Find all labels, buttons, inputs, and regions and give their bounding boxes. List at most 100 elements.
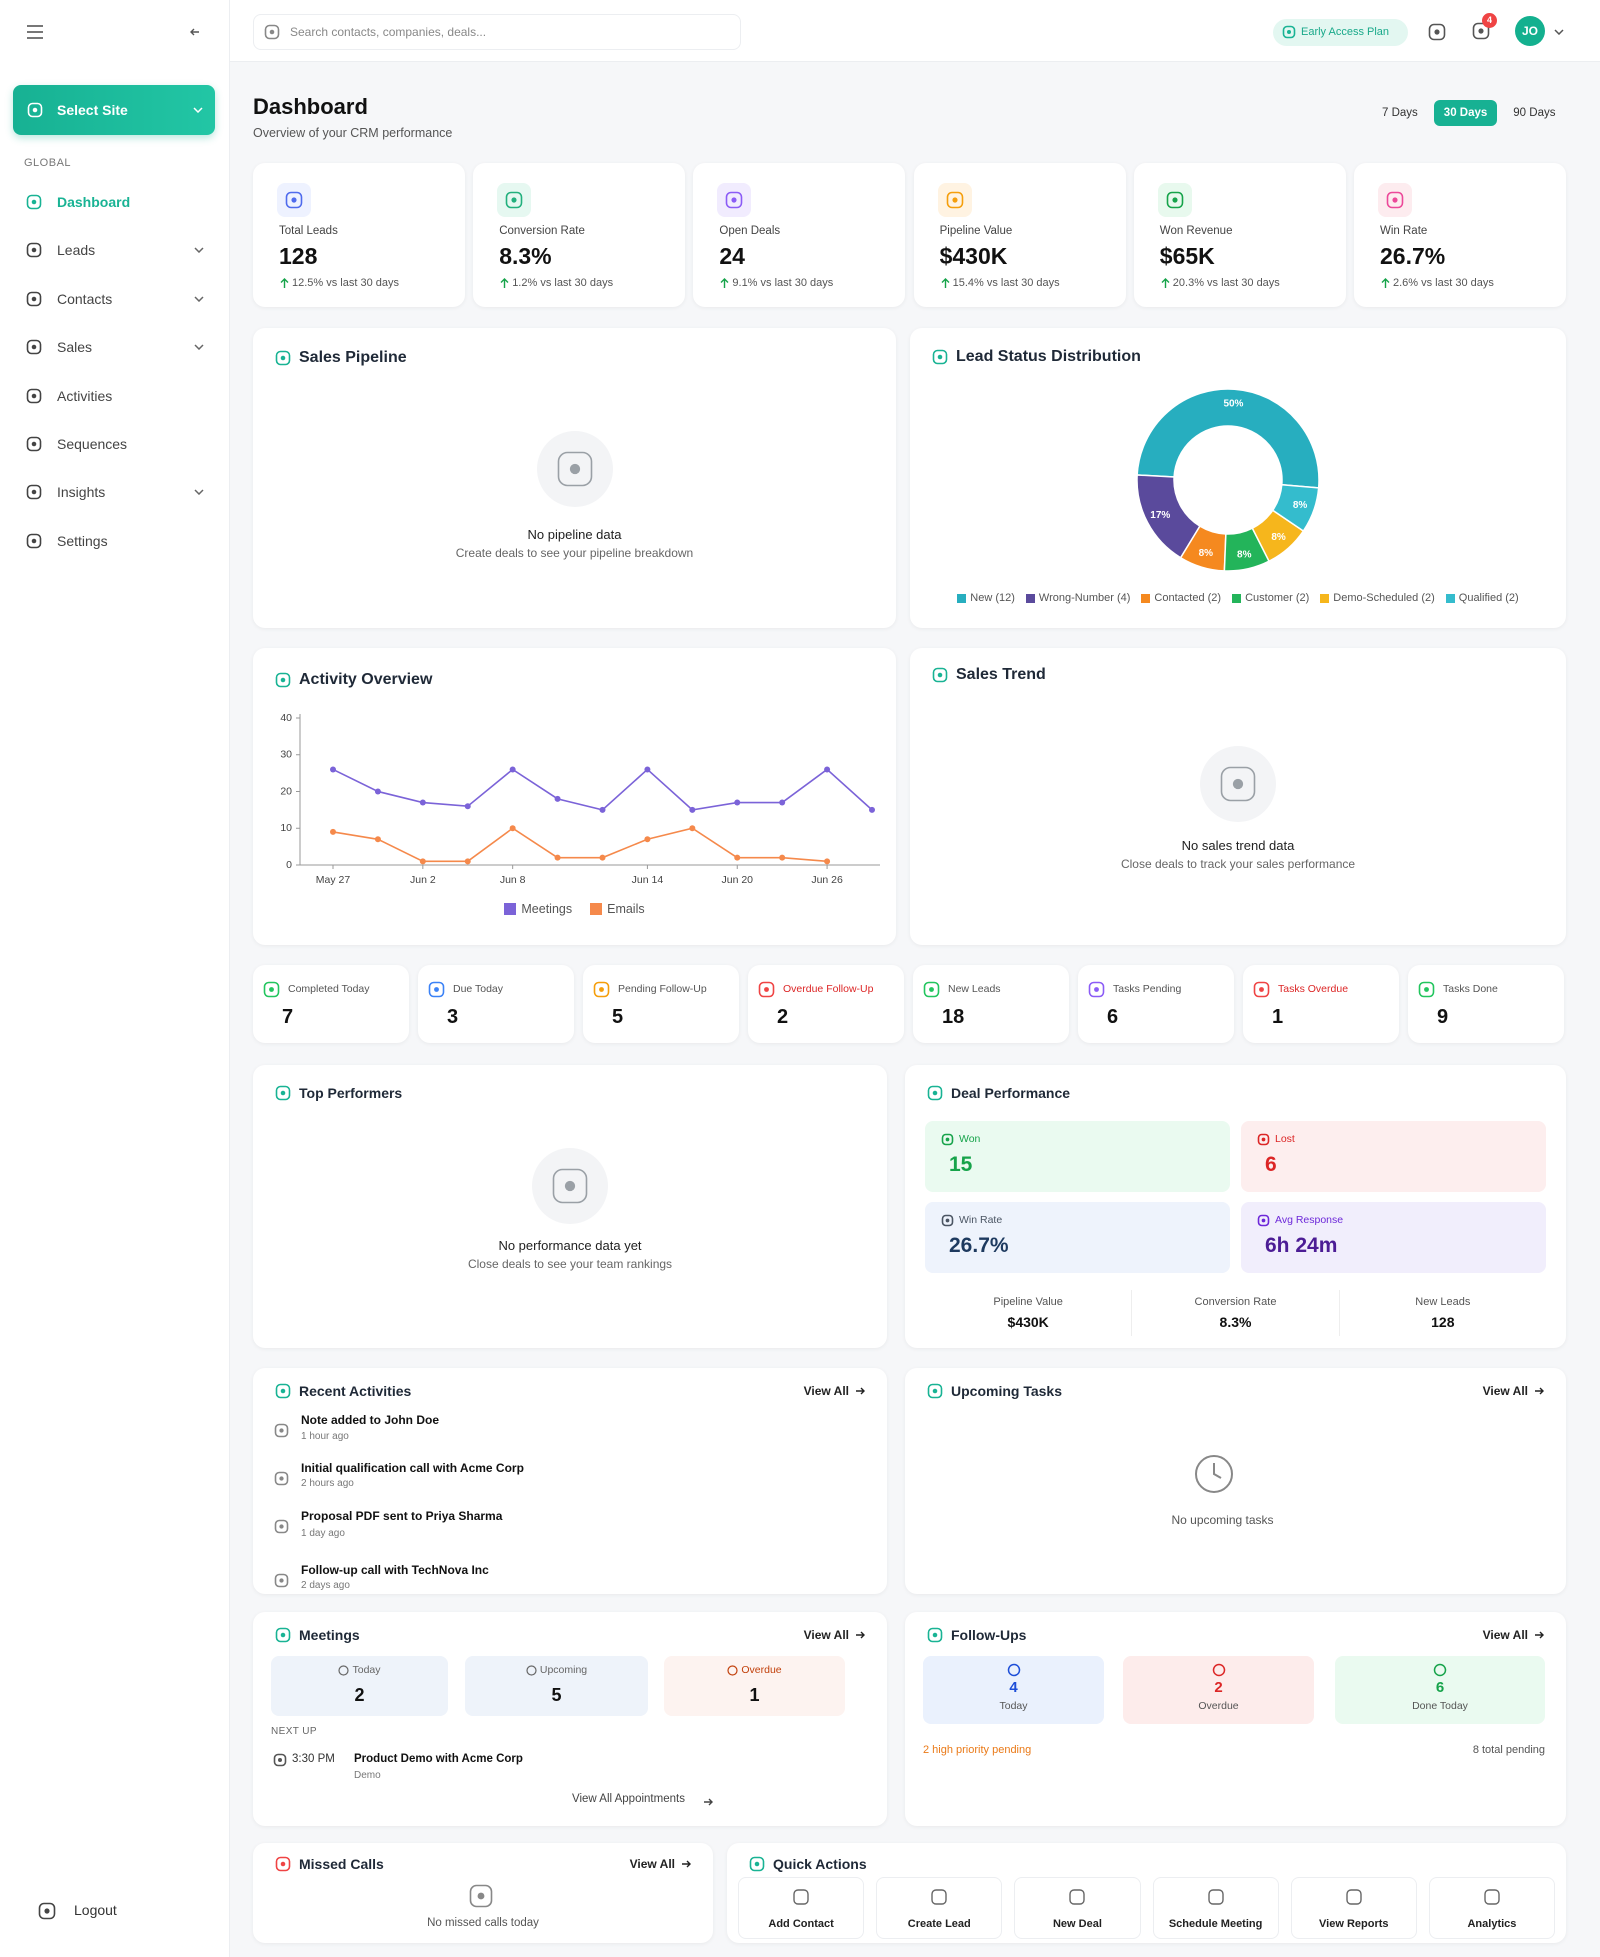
pie-slice	[1271, 483, 1320, 533]
view-all-appointments[interactable]: View All Appointments	[572, 1793, 685, 1805]
view-all-link[interactable]: View All	[803, 1628, 849, 1642]
kpi-icon	[497, 183, 532, 217]
select-site-button[interactable]: Select Site	[13, 85, 215, 135]
icon-shape	[941, 1214, 954, 1227]
avatar[interactable]: JO	[1515, 16, 1545, 46]
icon-dot	[280, 1388, 286, 1394]
deal-metric: Conversion Rate 8.3%	[1131, 1290, 1338, 1336]
legend-item: New (12)	[957, 592, 1015, 604]
icon-dot	[31, 296, 37, 302]
up-arrow-icon	[500, 278, 509, 288]
metric-label: Conversion Rate	[1194, 1296, 1277, 1308]
period-button[interactable]: 90 Days	[1513, 107, 1556, 119]
quick-action-label: New Deal	[1052, 1918, 1102, 1930]
icon-dot	[434, 987, 439, 992]
data-point	[509, 766, 516, 773]
search-box[interactable]: Search contacts, companies, deals...	[253, 14, 741, 50]
icon	[931, 1889, 947, 1905]
icon-shape	[526, 1664, 537, 1676]
data-point	[554, 854, 561, 861]
x-tick-label: May 27	[316, 874, 351, 886]
icon-dot	[278, 1758, 282, 1762]
deal-metric: Pipeline Value $430K	[925, 1290, 1131, 1336]
icon	[1386, 191, 1404, 209]
icon-shape	[1257, 1214, 1270, 1227]
page-subtitle: Overview of your CRM performance	[253, 126, 453, 140]
view-all-link[interactable]: View All	[629, 1857, 675, 1871]
chevron-shape	[1554, 29, 1564, 35]
nav-label: Sequences	[57, 436, 128, 452]
logout-button[interactable]: Logout	[36, 1896, 186, 1924]
up-arrow-icon	[720, 278, 729, 288]
nav-item[interactable]: Leads	[14, 230, 214, 270]
icon	[1472, 22, 1490, 40]
kpi-value: $430K	[939, 243, 1008, 269]
arrow-shape	[856, 1387, 865, 1395]
icon	[1007, 1663, 1020, 1677]
chevron-icon	[1554, 29, 1564, 35]
quick-action-button[interactable]: New Deal	[1014, 1877, 1141, 1939]
kpi-change: 1.2% vs last 30 days	[512, 277, 614, 289]
nav-section-label: GLOBAL	[24, 157, 72, 169]
nav-item[interactable]: Sales	[14, 327, 214, 367]
kpi-label: Pipeline Value	[939, 225, 1013, 237]
nav-item[interactable]: Insights	[14, 472, 214, 512]
icon-dot	[929, 987, 934, 992]
icon-dot	[31, 344, 37, 350]
data-point	[689, 806, 696, 813]
legend: New (12) Wrong-Number (4) Contacted (2) Cus…	[910, 592, 1566, 604]
quick-action-button[interactable]: Schedule Meeting	[1152, 1877, 1279, 1939]
quick-action-button[interactable]: View Reports	[1290, 1877, 1417, 1939]
nav-item[interactable]: Settings	[14, 521, 214, 561]
legend-item: Qualified (2)	[1445, 592, 1519, 604]
nav-label: Sales	[57, 339, 93, 356]
icon	[1433, 1663, 1447, 1677]
data-point	[824, 858, 831, 865]
icon-shape	[1220, 766, 1256, 802]
legend-label: Meetings	[521, 902, 573, 916]
plan-badge[interactable]: Early Access Plan	[1273, 19, 1408, 46]
stat-card: Completed Today 7	[253, 965, 409, 1043]
view-all-link[interactable]: View All	[1482, 1628, 1528, 1642]
kpi-label: Win Rate	[1380, 225, 1428, 237]
deal-tile-label: Won	[959, 1133, 981, 1145]
view-all-link[interactable]: View All	[1482, 1384, 1528, 1398]
icon	[941, 1133, 954, 1146]
icon-dot	[279, 1578, 284, 1583]
stat-label: Overdue Follow-Up	[783, 983, 874, 995]
metric-value: 128	[1431, 1314, 1455, 1330]
kpi-icon	[717, 183, 752, 217]
icon-dot	[31, 248, 37, 253]
icon	[932, 349, 948, 365]
icon	[505, 191, 523, 209]
quick-action-button[interactable]: Create Lead	[876, 1877, 1003, 1939]
icon-shape	[1433, 1663, 1447, 1677]
period-button[interactable]: 30 Days	[1433, 100, 1498, 126]
notification-button[interactable]: 4	[1472, 13, 1497, 42]
arrow-shape	[1161, 278, 1170, 288]
activity-time: 1 day ago	[301, 1528, 345, 1539]
quick-action-button[interactable]: Analytics	[1428, 1877, 1556, 1939]
icon-shape	[428, 981, 445, 998]
chevron-shape	[194, 489, 204, 496]
x-tick-label: Jun 20	[721, 874, 753, 886]
stat-value: 1	[1272, 1006, 1284, 1028]
priority-note: 2 high priority pending	[923, 1744, 1032, 1756]
nav-item[interactable]: Sequences	[14, 424, 214, 464]
icon-dot	[280, 1632, 286, 1638]
card-title: Activity Overview	[299, 671, 433, 688]
icon-shape	[26, 194, 42, 210]
quick-action-button[interactable]: Add Contact	[738, 1877, 865, 1939]
view-all-link[interactable]: View All	[803, 1384, 849, 1398]
period-button[interactable]: 7 Days	[1382, 107, 1418, 119]
icon-shape	[274, 1519, 289, 1534]
nav-item[interactable]: Contacts	[14, 279, 214, 319]
meeting-tile-value: 5	[551, 1685, 562, 1705]
stat-value: 2	[777, 1006, 789, 1028]
series-line	[332, 827, 828, 863]
icon-shape	[26, 291, 42, 307]
icon-shape	[285, 191, 303, 209]
nav-item[interactable]: Dashboard	[14, 182, 214, 222]
icon	[285, 191, 303, 209]
nav-item[interactable]: Activities	[14, 376, 214, 416]
